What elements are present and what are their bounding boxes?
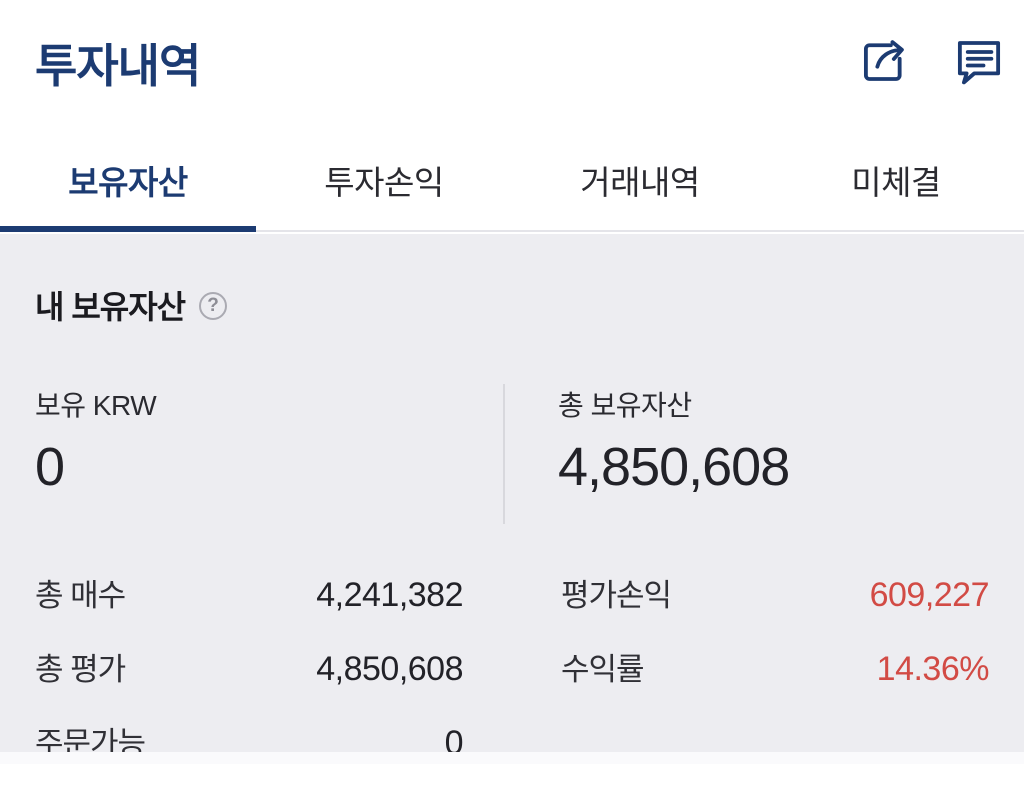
tab-open-orders[interactable]: 미체결 (768, 130, 1024, 230)
total-assets-label: 총 보유자산 (558, 390, 692, 421)
holdings-panel: 내 보유자산 ? 보유 KRW 0 총 보유자산 4,850,608 총 매수 … (0, 234, 1024, 762)
chat-icon (952, 34, 1006, 91)
total-valuation-value: 4,850,608 (316, 650, 463, 688)
page-title: 투자내역 (35, 40, 201, 92)
next-section-edge (0, 752, 1024, 764)
details-block: 총 매수 4,241,382 총 평가 4,850,608 주문가능 0 평가손… (35, 570, 990, 792)
tab-bar: 보유자산 투자손익 거래내역 미체결 (0, 130, 1024, 232)
valuation-pl-value: 609,227 (869, 576, 990, 614)
total-buy-value: 4,241,382 (316, 576, 463, 614)
section-title: 내 보유자산 (35, 289, 186, 325)
details-left-column: 총 매수 4,241,382 총 평가 4,850,608 주문가능 0 (35, 570, 464, 792)
header-icons (854, 33, 1008, 91)
summary-block: 보유 KRW 0 총 보유자산 4,850,608 (35, 384, 989, 524)
tab-trade-history[interactable]: 거래내역 (512, 130, 768, 230)
total-valuation-row: 총 평가 4,850,608 (35, 644, 463, 689)
tab-holdings[interactable]: 보유자산 (0, 130, 256, 232)
valuation-pl-row: 평가손익 609,227 (561, 570, 990, 615)
valuation-pl-label: 평가손익 (561, 578, 672, 613)
details-right-column: 평가손익 609,227 수익률 14.36% (561, 570, 990, 792)
share-button[interactable] (854, 33, 912, 91)
holding-krw-value: 0 (35, 437, 65, 497)
total-assets-block: 총 보유자산 4,850,608 (505, 384, 989, 524)
yield-row: 수익률 14.36% (561, 644, 990, 689)
yield-label: 수익률 (561, 652, 645, 687)
holding-krw-block: 보유 KRW 0 (35, 384, 505, 524)
total-assets-value: 4,850,608 (558, 437, 790, 497)
section-title-row: 내 보유자산 ? (35, 282, 989, 328)
total-buy-row: 총 매수 4,241,382 (35, 570, 463, 615)
header: 투자내역 (0, 0, 1024, 130)
yield-value: 14.36% (876, 650, 990, 688)
chat-button[interactable] (950, 33, 1008, 91)
total-valuation-label: 총 평가 (35, 652, 126, 687)
help-icon[interactable]: ? (199, 292, 228, 320)
total-buy-label: 총 매수 (35, 578, 126, 613)
share-icon (856, 34, 910, 91)
holding-krw-label: 보유 KRW (35, 390, 157, 421)
tab-profit-loss[interactable]: 투자손익 (256, 130, 512, 230)
